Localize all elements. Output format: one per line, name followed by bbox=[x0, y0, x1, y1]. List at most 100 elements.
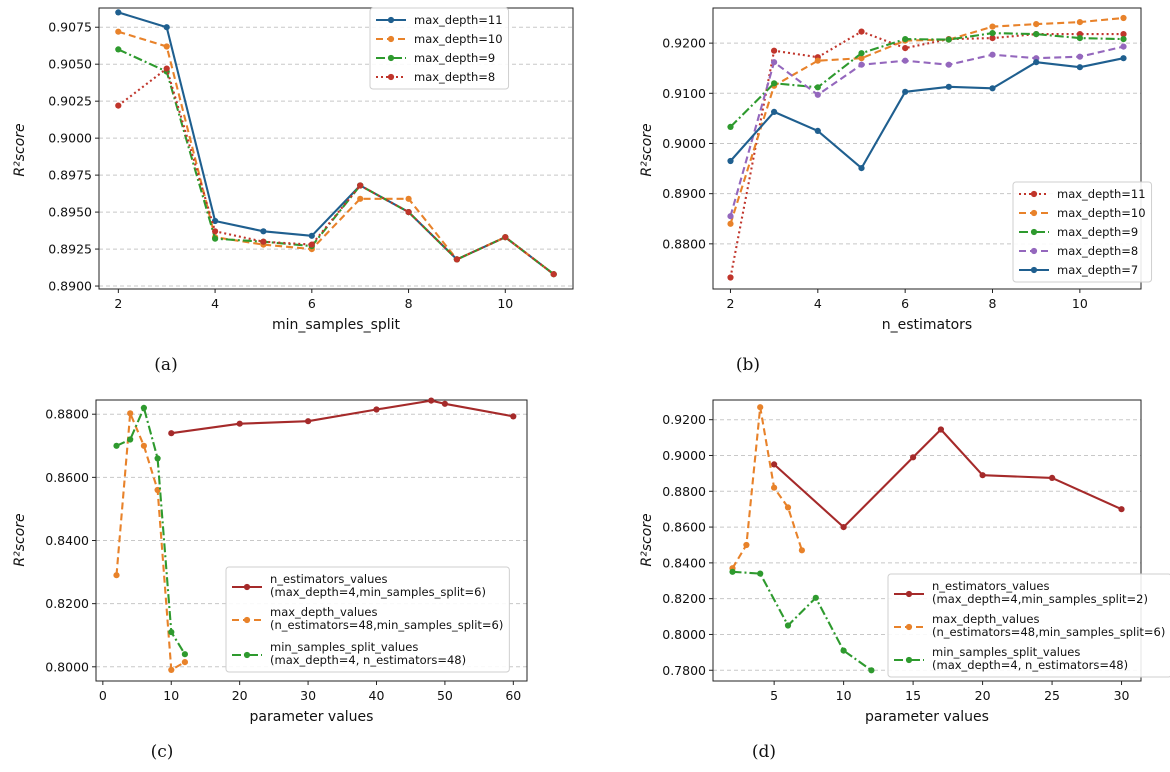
x-tick-label: 20 bbox=[975, 688, 991, 703]
x-tick-label: 10 bbox=[163, 688, 179, 703]
y-tick-label: 0.8200 bbox=[45, 596, 89, 611]
data-point bbox=[840, 524, 847, 531]
legend-marker bbox=[243, 651, 251, 659]
data-point bbox=[729, 568, 736, 575]
x-tick-label: 15 bbox=[905, 688, 921, 703]
y-tick-label: 0.8950 bbox=[48, 205, 92, 220]
data-point bbox=[1120, 30, 1127, 38]
data-point bbox=[1076, 19, 1083, 26]
x-tick-label: 10 bbox=[1072, 296, 1088, 311]
data-point bbox=[727, 157, 734, 165]
data-point bbox=[902, 36, 909, 43]
y-tick-label: 0.9100 bbox=[662, 86, 706, 101]
data-point bbox=[771, 484, 778, 491]
y-tick-label: 0.8000 bbox=[662, 627, 706, 642]
x-tick-label: 50 bbox=[437, 688, 453, 703]
x-axis-label: n_estimators bbox=[882, 317, 972, 333]
series-line bbox=[729, 16, 1124, 225]
x-tick-label: 8 bbox=[405, 296, 413, 311]
data-point bbox=[1033, 59, 1040, 66]
legend-label: max_depth=8 bbox=[414, 70, 495, 84]
data-point bbox=[771, 108, 778, 115]
data-point bbox=[989, 85, 996, 92]
data-point bbox=[115, 102, 122, 109]
y-tick-label: 0.9200 bbox=[662, 412, 706, 427]
data-point bbox=[510, 413, 517, 420]
legend-label: max_depth=11 bbox=[414, 13, 503, 27]
legend: n_estimators_values(max_depth=4,min_samp… bbox=[225, 566, 510, 673]
data-point bbox=[181, 651, 188, 658]
data-point bbox=[168, 430, 175, 437]
chart-d: 0.7800 0.8000 0.8200 0.8400 0.8600 0.8800 0.90… bbox=[639, 399, 1170, 762]
legend-marker bbox=[387, 54, 395, 62]
data-point bbox=[771, 461, 778, 468]
legend-marker bbox=[905, 656, 913, 664]
chart-a: 0.8900 0.8925 0.8950 0.8975 0.9000 0.9025 0.90… bbox=[12, 7, 574, 375]
x-tick-label: 25 bbox=[1044, 688, 1060, 703]
y-tick-label: 0.9050 bbox=[48, 57, 92, 72]
series-line bbox=[116, 406, 186, 655]
data-point bbox=[989, 51, 996, 58]
legend-marker bbox=[1030, 209, 1038, 217]
legend-label: max_depth=9 bbox=[414, 51, 495, 65]
data-point bbox=[840, 647, 847, 654]
data-point bbox=[902, 57, 909, 64]
legend-label: min_samples_split_values bbox=[932, 645, 1080, 659]
series-line bbox=[731, 406, 803, 569]
data-point bbox=[140, 442, 147, 449]
data-point bbox=[743, 541, 750, 549]
data-point bbox=[1076, 53, 1083, 60]
y-tick-label: 0.8925 bbox=[48, 242, 92, 257]
series-line bbox=[115, 412, 186, 671]
data-point bbox=[945, 36, 952, 43]
y-tick-label: 0.8400 bbox=[662, 555, 706, 570]
legend-marker bbox=[387, 16, 395, 24]
data-point bbox=[784, 504, 792, 511]
data-point bbox=[163, 65, 170, 72]
data-point bbox=[127, 410, 134, 417]
plot-frame bbox=[98, 7, 574, 290]
data-point bbox=[858, 61, 865, 68]
x-tick-label: 30 bbox=[1114, 688, 1130, 703]
legend-marker bbox=[905, 623, 913, 631]
data-point bbox=[910, 454, 917, 461]
legend-label: max_depth=10 bbox=[414, 32, 503, 46]
data-point bbox=[989, 23, 996, 30]
legend-label: max_depth=11 bbox=[1057, 187, 1146, 201]
x-axis-label: parameter values bbox=[250, 709, 374, 725]
data-point bbox=[428, 397, 435, 404]
data-point bbox=[937, 426, 945, 433]
data-point bbox=[814, 91, 821, 98]
legend-label: min_samples_split_values bbox=[270, 640, 418, 654]
y-tick-label: 0.9200 bbox=[662, 36, 706, 51]
data-point bbox=[453, 256, 460, 263]
data-point bbox=[858, 28, 865, 35]
data-point bbox=[1120, 43, 1127, 50]
data-point bbox=[127, 436, 134, 443]
data-point bbox=[814, 84, 821, 91]
data-point bbox=[727, 220, 734, 227]
data-point bbox=[798, 547, 806, 554]
x-tick-label: 4 bbox=[814, 296, 822, 311]
data-point bbox=[115, 9, 122, 16]
data-point bbox=[140, 404, 147, 411]
data-point bbox=[305, 418, 312, 425]
data-point bbox=[989, 29, 996, 37]
series-line bbox=[732, 570, 873, 672]
x-tick-label: 6 bbox=[308, 296, 316, 311]
data-point bbox=[868, 667, 875, 674]
legend-marker bbox=[1030, 247, 1038, 255]
data-point bbox=[1076, 35, 1083, 42]
y-axis-label: R²score bbox=[639, 513, 655, 566]
y-axis-label: R²score bbox=[639, 123, 655, 176]
data-point bbox=[757, 570, 764, 577]
data-point bbox=[858, 50, 865, 57]
data-point bbox=[814, 127, 821, 134]
y-tick-label: 0.7800 bbox=[662, 663, 706, 678]
y-tick-label: 0.8900 bbox=[662, 186, 706, 201]
y-tick-label: 0.8800 bbox=[45, 407, 89, 422]
y-axis-label: R²score bbox=[12, 123, 28, 176]
y-tick-label: 0.8600 bbox=[45, 470, 89, 485]
plot-frame bbox=[95, 399, 528, 682]
